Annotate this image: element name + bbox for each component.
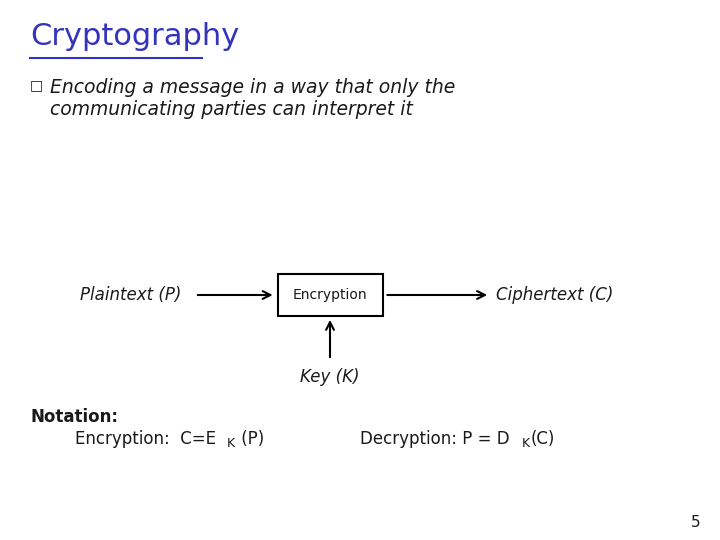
Bar [277,274,382,316]
Text: 5: 5 [690,515,700,530]
Text: Decryption: P = D: Decryption: P = D [360,430,510,448]
Text: Key (K): Key (K) [300,368,360,386]
Text: K: K [522,437,530,450]
Text: communicating parties can interpret it: communicating parties can interpret it [50,100,413,119]
Text: K: K [227,437,235,450]
Text: Ciphertext (C): Ciphertext (C) [496,286,613,304]
Text: □: □ [30,78,43,92]
Text: Cryptography: Cryptography [30,22,239,51]
Text: Plaintext (P): Plaintext (P) [80,286,181,304]
Text: Encoding a message in a way that only the: Encoding a message in a way that only th… [50,78,455,97]
Text: Notation:: Notation: [30,408,118,426]
Text: Encryption:  C=E: Encryption: C=E [75,430,216,448]
Text: Encryption: Encryption [293,288,367,302]
Text: (C): (C) [531,430,555,448]
Text: (P): (P) [236,430,264,448]
